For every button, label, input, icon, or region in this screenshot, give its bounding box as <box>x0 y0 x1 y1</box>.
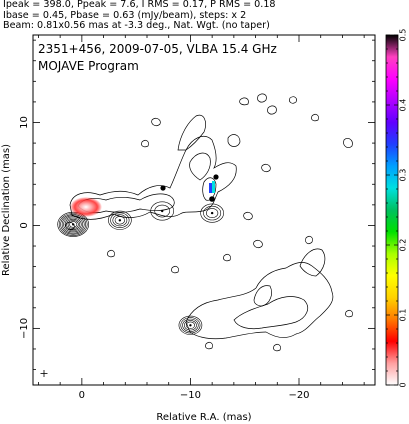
colorbar-tick-label: 0.5 <box>399 29 408 42</box>
colorbar-tick-label: 0 <box>399 382 408 387</box>
contour-ring-southern-component <box>180 317 201 334</box>
colorbar-tick-label: 0.1 <box>399 309 408 322</box>
noise-contour <box>253 240 263 248</box>
noise-contour <box>257 93 267 103</box>
feature-peak-core <box>71 223 75 226</box>
colorbar <box>385 34 399 386</box>
feature-peak-southern-component <box>189 324 192 327</box>
noise-contour <box>305 236 313 244</box>
x-tick-label: −10 <box>180 390 201 401</box>
contour-layer <box>65 93 353 352</box>
in-plot-title-source: 2351+456, 2009-07-05, VLBA 15.4 GHz <box>38 42 277 56</box>
in-plot-title-program: MOJAVE Program <box>38 59 139 73</box>
contour-ring-jet-bend <box>203 205 222 221</box>
jet-mid-contour <box>77 193 175 214</box>
noise-contour <box>205 342 213 350</box>
x-tick-label: −20 <box>288 390 309 401</box>
contour-ring-knot-2 <box>150 201 174 221</box>
contour-ring-knot-1 <box>114 216 125 225</box>
noise-contour <box>243 212 253 220</box>
noise-contour <box>261 164 271 172</box>
feature-peak-knot-1 <box>118 219 122 222</box>
header-line-base-levels: Ibase = 0.45, Pbase = 0.63 (mJy/beam), s… <box>3 9 247 21</box>
x-axis-label: Relative R.A. (mas) <box>156 412 251 423</box>
x-tick-label: 0 <box>79 390 85 401</box>
contour-ring-southern-component <box>184 320 197 331</box>
colorbar-tick-label: 0.3 <box>399 169 408 182</box>
axes: 0 −10 −20 10 0 −10 <box>19 35 375 401</box>
contour-ring-core <box>64 217 82 232</box>
contour-ring-core <box>60 214 87 235</box>
core-color-fill <box>70 197 102 217</box>
contour-ring-knot-1 <box>110 212 130 229</box>
y-tick-label: 0 <box>19 222 30 228</box>
contour-ring-knot-2 <box>154 204 170 218</box>
noise-contour <box>239 97 249 106</box>
knot-color-fill <box>212 181 215 193</box>
y-tick-label: 10 <box>19 116 30 129</box>
noise-contour <box>345 310 353 318</box>
knot-dot <box>160 185 166 191</box>
contour-ring-southern-component <box>178 315 203 335</box>
colorbar-ticks: 0 0.1 0.2 0.3 0.4 0.5 <box>386 29 408 388</box>
contour-ring-knot-1 <box>112 214 128 227</box>
feature-peak-jet-bend <box>210 211 214 215</box>
beam-marker <box>40 370 48 377</box>
knot-dot <box>213 174 219 180</box>
southern-lobe-outer-contour <box>185 262 334 340</box>
contour-ring-knot-1 <box>108 210 132 230</box>
noise-contour <box>343 138 353 148</box>
noise-contour <box>141 140 149 148</box>
noise-contour <box>171 266 179 274</box>
noise-contour <box>273 344 281 352</box>
polarization-color-layer <box>70 174 219 217</box>
contour-ring-jet-bend <box>200 203 224 223</box>
contour-ring-core <box>63 216 84 233</box>
contour-ring-core <box>61 215 85 234</box>
southern-finger-contour <box>253 285 272 307</box>
noise-contour <box>107 250 115 258</box>
southern-tail-contour <box>299 248 326 277</box>
header-line-intensity: Ipeak = 398.0, Ppeak = 7.6, I RMS = 0.17… <box>3 0 276 10</box>
knot-dot <box>209 196 215 202</box>
contour-ring-core <box>69 221 78 228</box>
feature-peak-knot-2 <box>161 209 164 213</box>
jet-bend-contour <box>189 152 211 181</box>
northern-blob-contour <box>227 134 241 147</box>
jet-outer-contour <box>69 136 237 220</box>
contour-ring-jet-bend <box>206 208 219 219</box>
header-line-beam: Beam: 0.81x0.56 mas at -3.3 deg., Nat. W… <box>3 20 270 32</box>
contour-ring-southern-component <box>185 321 195 329</box>
contour-ring-core <box>66 218 81 230</box>
noise-contour <box>151 118 161 126</box>
colorbar-tick-label: 0.4 <box>399 99 408 112</box>
image-statistics-header: Ipeak = 398.0, Ppeak = 7.6, I RMS = 0.17… <box>3 0 407 32</box>
knot-color-fill <box>209 183 212 193</box>
northern-extension-contour <box>177 114 206 151</box>
contour-ring-core <box>67 220 79 229</box>
noise-contour <box>223 254 231 262</box>
feature-contour-layer <box>57 201 224 335</box>
noise-contour <box>289 96 297 104</box>
y-tick-label: −10 <box>19 318 30 339</box>
noise-contour <box>311 114 319 122</box>
contour-ring-core <box>58 213 88 236</box>
y-axis-label: Relative Declination (mas) <box>1 144 12 276</box>
contour-ring-southern-component <box>182 318 199 332</box>
noise-contour <box>267 105 277 115</box>
colorbar-tick-label: 0.2 <box>399 239 408 252</box>
